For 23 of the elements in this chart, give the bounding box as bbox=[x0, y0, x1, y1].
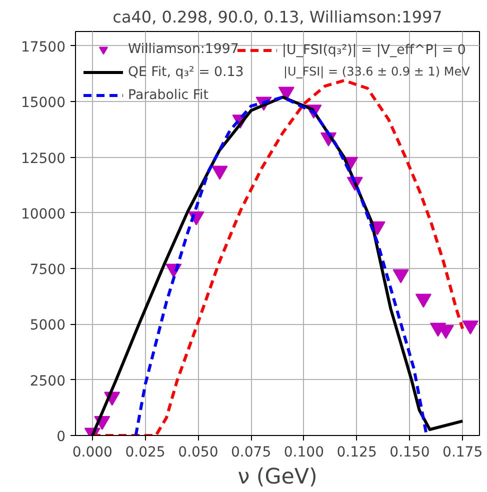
legend-label: QE Fit, q₃² = 0.13 bbox=[128, 64, 244, 81]
y-tick-label: 7500 bbox=[30, 262, 66, 278]
x-tick-label: 0.125 bbox=[336, 444, 377, 460]
x-tick-label: 0.000 bbox=[72, 444, 112, 460]
annotation: |U_FSI| = (33.6 ± 0.9 ± 1) MeV bbox=[284, 64, 471, 78]
y-tick-label: 2500 bbox=[30, 373, 66, 390]
legend-label: Parabolic Fit bbox=[128, 86, 208, 104]
y-tick-label: 0 bbox=[56, 429, 66, 445]
x-tick-label: 0.050 bbox=[178, 444, 218, 460]
x-tick-label: 0.175 bbox=[442, 444, 483, 460]
x-tick-label: 0.075 bbox=[231, 444, 272, 460]
x-tick-label: 0.025 bbox=[125, 444, 166, 460]
x-axis-title: ν (GeV) bbox=[238, 464, 318, 490]
legend-label: Williamson:1997 bbox=[128, 40, 239, 58]
legend-label: |U_FSI(q₃²)| = |V_eff^P| = 0 bbox=[282, 42, 466, 59]
y-tick-label: 12500 bbox=[20, 150, 66, 167]
y-tick-label: 10000 bbox=[20, 206, 66, 222]
y-tick-label: 17500 bbox=[20, 39, 66, 56]
y-tick-label: 15000 bbox=[20, 95, 66, 112]
x-tick-label: 0.150 bbox=[390, 444, 430, 460]
chart-title: ca40, 0.298, 90.0, 0.13, Williamson:1997 bbox=[112, 8, 442, 26]
x-tick-label: 0.100 bbox=[284, 444, 324, 460]
y-tick-label: 5000 bbox=[30, 318, 66, 334]
